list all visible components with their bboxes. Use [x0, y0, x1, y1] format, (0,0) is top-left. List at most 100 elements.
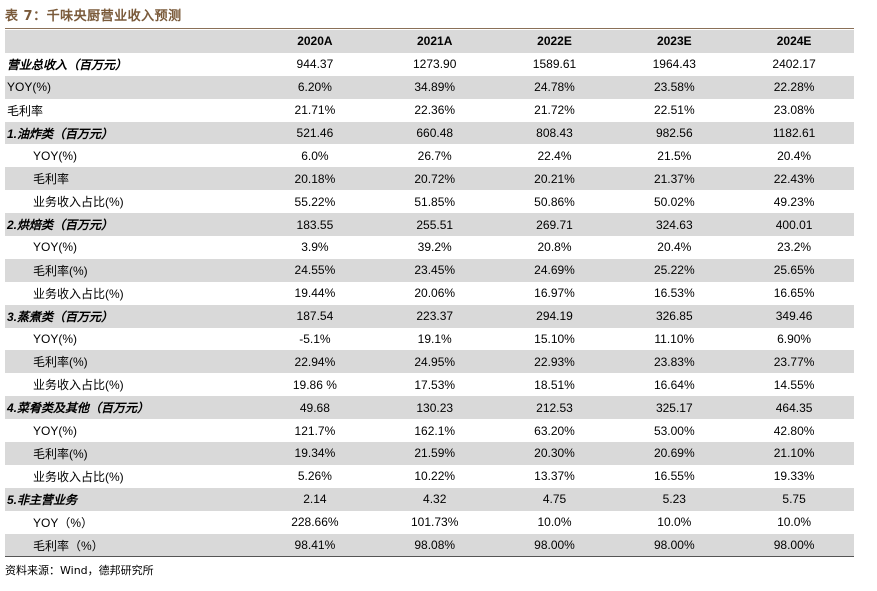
value-cell: 20.72% [414, 171, 456, 186]
table-row: 毛利率 21.71% 22.36% 21.72% 22.51% 23.08% [5, 99, 854, 122]
value-cell: 15.10% [534, 332, 575, 347]
value-cell: 20.30% [534, 446, 575, 461]
value-cell: 5.75 [782, 492, 806, 507]
table-row: 业务收入占比(%) 19.86 % 17.53% 18.51% 16.64% 14.55% [5, 373, 854, 396]
value-cell: 19.1% [417, 332, 452, 347]
table-row: YOY(%) 3.9% 39.2% 20.8% 20.4% 23.2% [5, 236, 854, 259]
value-cell: 10.22% [414, 469, 456, 484]
table-body: 营业总收入（百万元） 944.37 1273.90 1589.61 1964.43 240… [5, 53, 854, 557]
value-cell: 23.08% [773, 103, 815, 118]
value-cell: 944.37 [296, 57, 334, 72]
value-cell: -5.1% [299, 332, 331, 347]
value-cell: 20.4% [777, 148, 812, 163]
value-cell: 20.21% [534, 171, 575, 186]
value-cell: 294.19 [536, 309, 573, 324]
value-cell: 6.90% [777, 332, 812, 347]
column-header: 2023E [656, 34, 692, 49]
row-label: 毛利率 [7, 103, 44, 118]
row-label: 营业总收入（百万元） [7, 57, 128, 72]
value-cell: 20.69% [653, 446, 695, 461]
value-cell: 228.66% [291, 515, 339, 530]
table-row: 3.蒸煮类（百万元） 187.54 223.37 294.19 326.85 349.46 [5, 304, 854, 328]
value-cell: 269.71 [536, 217, 573, 232]
value-cell: 26.7% [417, 148, 452, 163]
row-label: YOY(%) [33, 332, 78, 347]
row-label: YOY(%) [7, 80, 52, 95]
value-cell: 22.94% [294, 354, 336, 369]
value-cell: 22.51% [653, 103, 695, 118]
value-cell: 98.00% [653, 538, 695, 553]
value-cell: 22.28% [773, 80, 815, 95]
value-cell: 5.23 [662, 492, 686, 507]
value-cell: 20.06% [414, 286, 456, 301]
row-label: 毛利率(%) [33, 263, 88, 278]
value-cell: 16.55% [653, 469, 695, 484]
table-row: YOY（%） 228.66% 101.73% 10.0% 10.0% 10.0% [5, 511, 854, 534]
value-cell: 349.46 [775, 309, 813, 324]
value-cell: 10.0% [777, 515, 812, 530]
value-cell: 10.0% [537, 515, 572, 530]
row-label: YOY（%） [33, 515, 94, 530]
value-cell: 25.65% [773, 263, 815, 278]
value-cell: 4.32 [423, 492, 447, 507]
value-cell: 20.18% [294, 171, 336, 186]
value-cell: 1273.90 [413, 57, 457, 72]
column-header: 2021A [417, 34, 453, 49]
value-cell: 6.20% [297, 80, 332, 95]
value-cell: 22.36% [414, 103, 456, 118]
value-cell: 23.45% [414, 263, 456, 278]
value-cell: 101.73% [411, 515, 459, 530]
value-cell: 53.00% [653, 423, 695, 438]
row-label: 业务收入占比(%) [33, 378, 124, 393]
row-label: 毛利率（%） [33, 538, 104, 553]
value-cell: 3.9% [301, 240, 329, 255]
title-divider [5, 28, 854, 29]
row-label: 2.烘焙类（百万元） [7, 218, 114, 233]
row-label: 3.蒸煮类（百万元） [7, 309, 114, 324]
value-cell: 24.78% [534, 80, 575, 95]
row-label: 毛利率(%) [33, 446, 88, 461]
value-cell: 212.53 [536, 400, 573, 415]
value-cell: 21.59% [414, 446, 456, 461]
row-label: YOY(%) [33, 423, 78, 438]
row-label: YOY(%) [33, 240, 78, 255]
value-cell: 24.55% [294, 263, 336, 278]
value-cell: 50.86% [534, 194, 575, 209]
value-cell: 21.5% [657, 148, 692, 163]
value-cell: 255.51 [416, 217, 454, 232]
value-cell: 16.97% [534, 286, 575, 301]
table-row: 4.菜肴类及其他（百万元） 49.68 130.23 212.53 325.17 464.… [5, 396, 854, 420]
value-cell: 14.55% [773, 377, 815, 392]
value-cell: 22.93% [534, 354, 575, 369]
table-row: 毛利率（%） 98.41% 98.08% 98.00% 98.00% 98.00% [5, 533, 854, 557]
table-row: 5.非主营业务 2.14 4.32 4.75 5.23 5.75 [5, 487, 854, 511]
value-cell: 5.26% [297, 469, 332, 484]
value-cell: 50.02% [653, 194, 695, 209]
value-cell: 20.8% [537, 240, 572, 255]
row-label: 1.油炸类（百万元） [7, 126, 114, 141]
value-cell: 325.17 [655, 400, 693, 415]
value-cell: 130.23 [416, 400, 454, 415]
revenue-forecast-table: 2020A 2021A 2022E 2023E 2024E 营业总收入（百万元）… [5, 30, 854, 557]
column-header: 2020A [297, 34, 333, 49]
value-cell: 21.71% [294, 103, 336, 118]
value-cell: 19.86 % [292, 377, 337, 392]
value-cell: 183.55 [296, 217, 334, 232]
table-row: 业务收入占比(%) 55.22% 51.85% 50.86% 50.02% 49.23% [5, 190, 854, 213]
table-row: 毛利率(%) 24.55% 23.45% 24.69% 25.22% 25.65% [5, 258, 854, 282]
value-cell: 23.58% [653, 80, 695, 95]
column-header: 2024E [776, 34, 812, 49]
value-cell: 1964.43 [652, 57, 696, 72]
value-cell: 21.72% [534, 103, 575, 118]
header-label-cell [5, 30, 255, 53]
value-cell: 464.35 [775, 400, 813, 415]
table-row: 毛利率(%) 19.34% 21.59% 20.30% 20.69% 21.10% [5, 442, 854, 465]
value-cell: 16.65% [773, 286, 815, 301]
value-cell: 16.53% [653, 286, 695, 301]
value-cell: 2.14 [303, 492, 327, 507]
value-cell: 23.83% [653, 354, 695, 369]
table-row: 营业总收入（百万元） 944.37 1273.90 1589.61 1964.43 240… [5, 53, 854, 76]
value-cell: 808.43 [536, 126, 573, 140]
value-cell: 19.44% [294, 286, 336, 301]
table-row: 业务收入占比(%) 19.44% 20.06% 16.97% 16.53% 16.65% [5, 282, 854, 305]
